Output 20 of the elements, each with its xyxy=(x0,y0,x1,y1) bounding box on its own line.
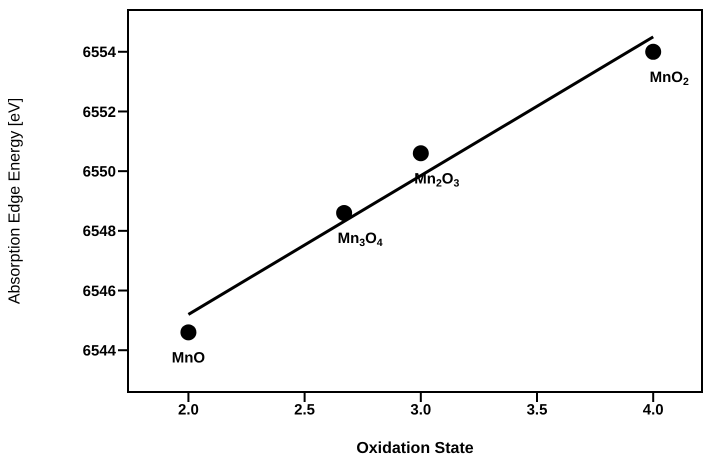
x-axis-title: Oxidation State xyxy=(356,440,474,457)
annotation: MnO$_{2}$ xyxy=(650,68,689,88)
y-tick-label: 6554 xyxy=(82,44,117,62)
x-tick-label: 2.5 xyxy=(294,402,316,419)
x-tick-label: 2.0 xyxy=(178,402,199,419)
annotation: MnO xyxy=(172,349,206,366)
y-tick-label: 6546 xyxy=(82,282,116,300)
y-axis-title: Absorption Edge Energy [eV] xyxy=(6,98,24,304)
annotation: Mn$_{3}$O$_{4}$ xyxy=(338,230,383,250)
point xyxy=(645,44,662,60)
y-tick-label: 6548 xyxy=(82,223,116,240)
x-tick-label: 3.0 xyxy=(410,402,432,419)
x-tick-label: 4.0 xyxy=(642,402,664,419)
y-tick-label: 6544 xyxy=(82,342,117,360)
point xyxy=(336,204,352,221)
point xyxy=(180,324,196,340)
point xyxy=(412,145,429,162)
y-tick-label: 6552 xyxy=(82,104,116,121)
x-tick-label: 3.5 xyxy=(526,402,548,419)
y-tick-label: 6550 xyxy=(82,163,116,180)
